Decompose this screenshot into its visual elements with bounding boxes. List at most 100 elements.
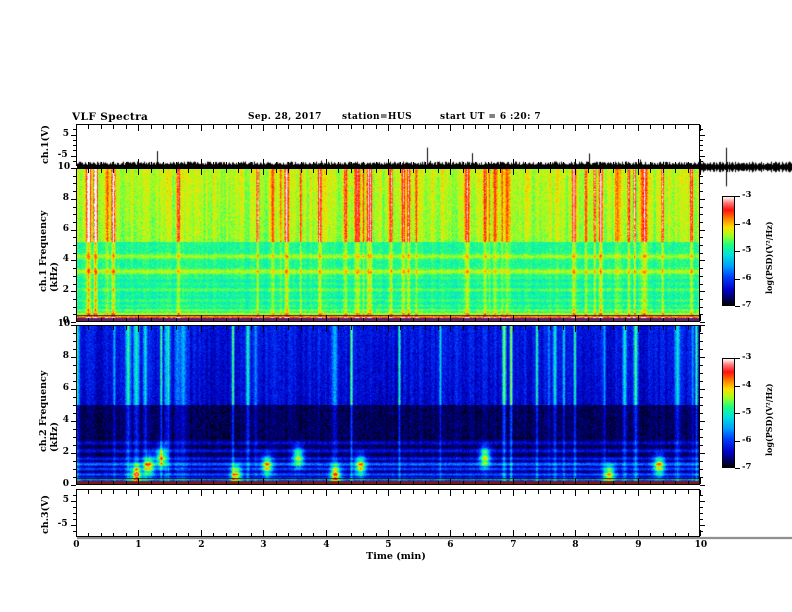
axis-tick	[488, 532, 489, 536]
axis-tick	[538, 169, 539, 173]
axis-tick	[151, 532, 152, 536]
axis-tick	[71, 453, 76, 454]
axis-tick	[450, 159, 451, 165]
axis-tick	[388, 490, 389, 496]
figure-station: station=HUS	[342, 112, 412, 122]
axis-tick	[413, 490, 414, 494]
axis-tick	[575, 490, 576, 496]
axis-tick	[688, 169, 689, 173]
axis-tick	[188, 490, 189, 494]
axis-tick	[438, 326, 439, 330]
colorbar-ch2-title: log(PSD)(V²/Hz)	[764, 383, 774, 456]
axis-tick	[513, 490, 514, 496]
axis-tick	[151, 326, 152, 330]
y-tick-label: 6	[62, 383, 70, 393]
axis-tick	[301, 490, 302, 494]
axis-tick	[351, 326, 352, 330]
axis-tick	[588, 326, 589, 330]
axis-tick	[226, 169, 227, 173]
axis-tick	[613, 490, 614, 494]
axis-tick	[588, 317, 589, 321]
axis-tick	[413, 125, 414, 129]
axis-tick	[151, 317, 152, 321]
axis-tick	[338, 125, 339, 129]
axis-tick	[650, 125, 651, 129]
axis-tick	[700, 429, 703, 430]
axis-tick	[700, 307, 703, 308]
axis-tick	[388, 125, 389, 131]
axis-tick	[263, 478, 264, 484]
axis-tick	[500, 480, 501, 484]
axis-tick	[700, 291, 705, 292]
axis-tick	[425, 480, 426, 484]
axis-tick	[288, 169, 289, 173]
axis-tick	[163, 490, 164, 494]
axis-tick	[363, 490, 364, 494]
axis-tick	[538, 532, 539, 536]
panel-ch2-spectrogram	[76, 325, 700, 485]
axis-tick	[625, 326, 626, 330]
axis-tick	[338, 317, 339, 321]
axis-tick	[201, 169, 202, 175]
axis-tick	[463, 125, 464, 129]
axis-tick	[213, 326, 214, 330]
axis-tick	[735, 306, 740, 307]
axis-tick	[563, 326, 564, 330]
axis-tick	[513, 125, 514, 131]
axis-tick	[700, 389, 705, 390]
panel-ch1-waveform-ylabel: ch.1(V)	[40, 125, 51, 164]
colorbar-tick-label: -5	[742, 407, 752, 417]
axis-tick	[301, 169, 302, 173]
axis-tick	[450, 530, 451, 536]
axis-tick	[463, 317, 464, 321]
y-tick-label: -5	[57, 519, 68, 529]
axis-tick	[126, 161, 127, 165]
axis-tick	[113, 326, 114, 330]
axis-tick	[588, 480, 589, 484]
axis-tick	[251, 169, 252, 173]
axis-tick	[351, 532, 352, 536]
axis-tick	[176, 490, 177, 494]
axis-tick	[73, 341, 76, 342]
axis-tick	[251, 326, 252, 330]
axis-tick	[700, 176, 703, 177]
axis-tick	[138, 478, 139, 484]
axis-tick	[326, 169, 327, 175]
axis-tick	[575, 326, 576, 332]
axis-tick	[475, 326, 476, 330]
axis-tick	[575, 478, 576, 484]
axis-tick	[438, 490, 439, 494]
axis-tick	[735, 468, 740, 469]
axis-tick	[513, 169, 514, 175]
axis-tick	[73, 429, 76, 430]
axis-tick	[251, 161, 252, 165]
axis-tick	[650, 480, 651, 484]
axis-tick	[201, 315, 202, 321]
axis-tick	[351, 169, 352, 173]
axis-tick	[376, 326, 377, 330]
x-tick-label: 7	[510, 540, 517, 550]
axis-tick	[188, 326, 189, 330]
axis-tick	[76, 159, 77, 165]
y-tick-label: 4	[62, 415, 70, 425]
axis-tick	[538, 317, 539, 321]
axis-tick	[313, 317, 314, 321]
axis-tick	[288, 326, 289, 330]
axis-tick	[113, 169, 114, 173]
axis-tick	[438, 480, 439, 484]
axis-tick	[700, 357, 705, 358]
x-tick-label: 8	[572, 540, 579, 550]
axis-tick	[176, 169, 177, 173]
axis-tick	[201, 490, 202, 496]
axis-tick	[700, 507, 703, 508]
panel-ch3-waveform	[76, 489, 792, 586]
axis-tick	[263, 326, 264, 332]
x-tick-label: 0	[73, 540, 80, 550]
axis-tick	[613, 169, 614, 173]
axis-tick	[550, 161, 551, 165]
axis-tick	[700, 477, 703, 478]
axis-tick	[338, 480, 339, 484]
axis-tick	[500, 317, 501, 321]
axis-tick	[71, 260, 76, 261]
axis-tick	[101, 161, 102, 165]
